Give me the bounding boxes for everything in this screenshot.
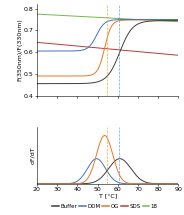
Buffer: [70, 82, 72, 85]
Line: Buffer: Buffer: [37, 159, 178, 184]
SDS: [70, 44, 72, 47]
DDM: [163, 18, 166, 21]
OG: [129, 19, 131, 21]
Buffer: [163, 19, 166, 22]
Y-axis label: F(350nm)/F(330nm): F(350nm)/F(330nm): [17, 18, 22, 81]
DDM: [36, 183, 38, 185]
Line: OG: OG: [37, 135, 178, 184]
OG: [177, 19, 180, 21]
DDM: [76, 49, 78, 52]
SDS: [163, 53, 166, 55]
Buffer: [177, 183, 180, 185]
DDM: [177, 183, 180, 185]
OG: [164, 183, 166, 185]
SDS: [76, 45, 78, 47]
X-axis label: T [°C]: T [°C]: [98, 194, 117, 199]
Buffer: [177, 19, 180, 22]
SDS: [177, 54, 180, 57]
SDS: [129, 183, 131, 185]
Buffer: [80, 82, 83, 85]
18: [129, 183, 131, 185]
SDS: [70, 183, 72, 185]
18: [80, 183, 83, 185]
SDS: [129, 49, 131, 52]
18: [163, 183, 166, 185]
OG: [36, 183, 38, 185]
DDM: [177, 18, 180, 21]
OG: [104, 134, 106, 137]
OG: [80, 182, 83, 184]
Buffer: [36, 183, 38, 185]
18: [177, 20, 180, 23]
OG: [146, 183, 148, 185]
OG: [163, 19, 166, 21]
Buffer: [76, 82, 78, 85]
Y-axis label: dF/dT: dF/dT: [30, 146, 35, 164]
Line: 18: 18: [37, 14, 178, 22]
DDM: [95, 157, 98, 160]
SDS: [36, 41, 38, 44]
Legend: Buffer, DDM, OG, SDS, 18: Buffer, DDM, OG, SDS, 18: [50, 202, 160, 211]
18: [36, 13, 38, 15]
18: [146, 183, 148, 185]
Buffer: [119, 157, 121, 160]
OG: [70, 75, 72, 77]
DDM: [164, 183, 166, 185]
18: [76, 15, 78, 17]
Line: Buffer: Buffer: [37, 21, 178, 84]
SDS: [163, 183, 166, 185]
OG: [76, 182, 78, 185]
DDM: [70, 50, 72, 52]
18: [70, 183, 72, 185]
DDM: [80, 176, 83, 178]
DDM: [70, 182, 72, 184]
DDM: [36, 50, 38, 52]
Buffer: [129, 30, 131, 33]
18: [76, 183, 78, 185]
OG: [76, 75, 78, 77]
Buffer: [36, 82, 38, 85]
Line: DDM: DDM: [37, 20, 178, 51]
SDS: [146, 51, 148, 54]
SDS: [80, 183, 83, 185]
DDM: [76, 180, 78, 183]
SDS: [36, 183, 38, 185]
Buffer: [146, 20, 148, 23]
DDM: [129, 183, 131, 185]
18: [129, 18, 131, 20]
Buffer: [146, 181, 148, 184]
OG: [129, 182, 131, 185]
OG: [177, 183, 180, 185]
18: [177, 183, 180, 185]
18: [70, 15, 72, 17]
18: [146, 19, 148, 21]
18: [163, 20, 166, 22]
Line: SDS: SDS: [37, 42, 178, 55]
SDS: [177, 183, 180, 185]
Line: OG: OG: [37, 20, 178, 76]
SDS: [76, 183, 78, 185]
DDM: [80, 49, 83, 52]
DDM: [146, 18, 148, 21]
SDS: [80, 45, 83, 48]
OG: [70, 183, 72, 185]
Buffer: [76, 183, 78, 185]
18: [36, 183, 38, 185]
OG: [80, 75, 83, 77]
Buffer: [129, 166, 131, 169]
SDS: [146, 183, 148, 185]
Buffer: [164, 183, 166, 185]
Line: DDM: DDM: [37, 159, 178, 184]
Buffer: [70, 183, 72, 185]
OG: [36, 75, 38, 77]
DDM: [146, 183, 148, 185]
Buffer: [80, 183, 83, 185]
18: [80, 15, 83, 18]
OG: [146, 19, 148, 21]
DDM: [129, 18, 131, 21]
